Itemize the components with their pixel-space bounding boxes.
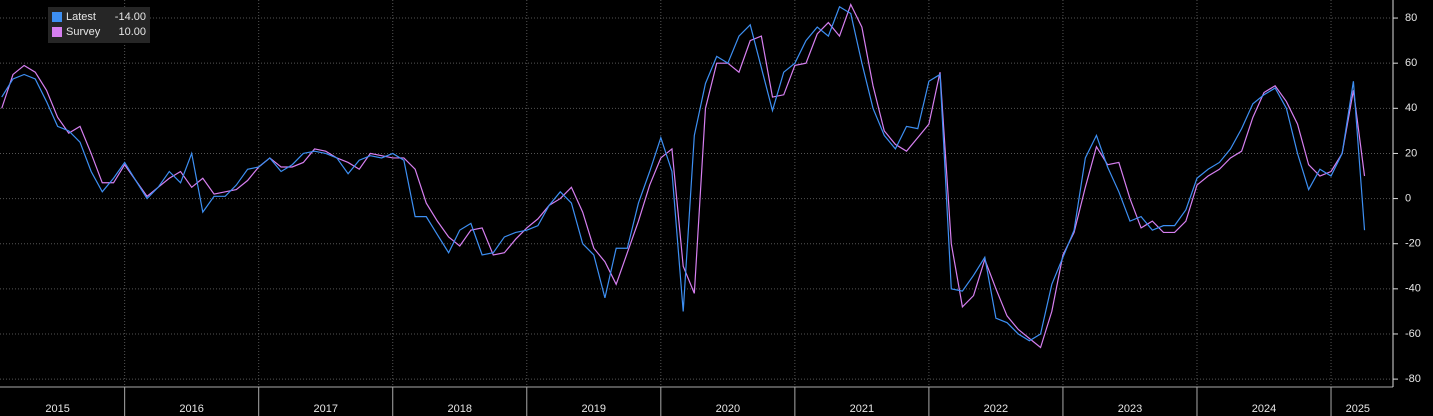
x-tick-label: 2015: [45, 403, 69, 415]
legend-label: Survey: [66, 26, 101, 38]
x-tick-label: 2018: [448, 403, 472, 415]
x-tick-label: 2020: [716, 403, 740, 415]
legend: Latest -14.00 Survey 10.00: [48, 7, 150, 43]
x-tick-label: 2023: [1118, 403, 1142, 415]
legend-box: [48, 7, 150, 43]
y-tick-label: -60: [1405, 328, 1421, 340]
y-tick-label: -20: [1405, 238, 1421, 250]
x-tick-label: 2024: [1252, 403, 1276, 415]
x-tick-label: 2022: [984, 403, 1008, 415]
legend-value: 10.00: [118, 26, 146, 38]
legend-swatch: [52, 27, 62, 37]
y-tick-label: 80: [1405, 12, 1417, 24]
y-tick-label: 20: [1405, 147, 1417, 159]
y-tick-label: 0: [1405, 192, 1411, 204]
legend-value: -14.00: [115, 11, 146, 23]
x-tick-label: 2017: [313, 403, 337, 415]
y-tick-label: 60: [1405, 57, 1417, 69]
x-tick-label: 2021: [850, 403, 874, 415]
series-line: [1, 5, 1366, 342]
legend-label: Latest: [66, 11, 96, 23]
x-tick-label: 2019: [582, 403, 606, 415]
legend-swatch: [52, 12, 62, 22]
x-tick-label: 2016: [179, 403, 203, 415]
y-tick-label: 40: [1405, 102, 1417, 114]
y-tick-label: -80: [1405, 373, 1421, 385]
y-tick-label: -40: [1405, 283, 1421, 295]
x-tick-label: 2025: [1346, 403, 1370, 415]
